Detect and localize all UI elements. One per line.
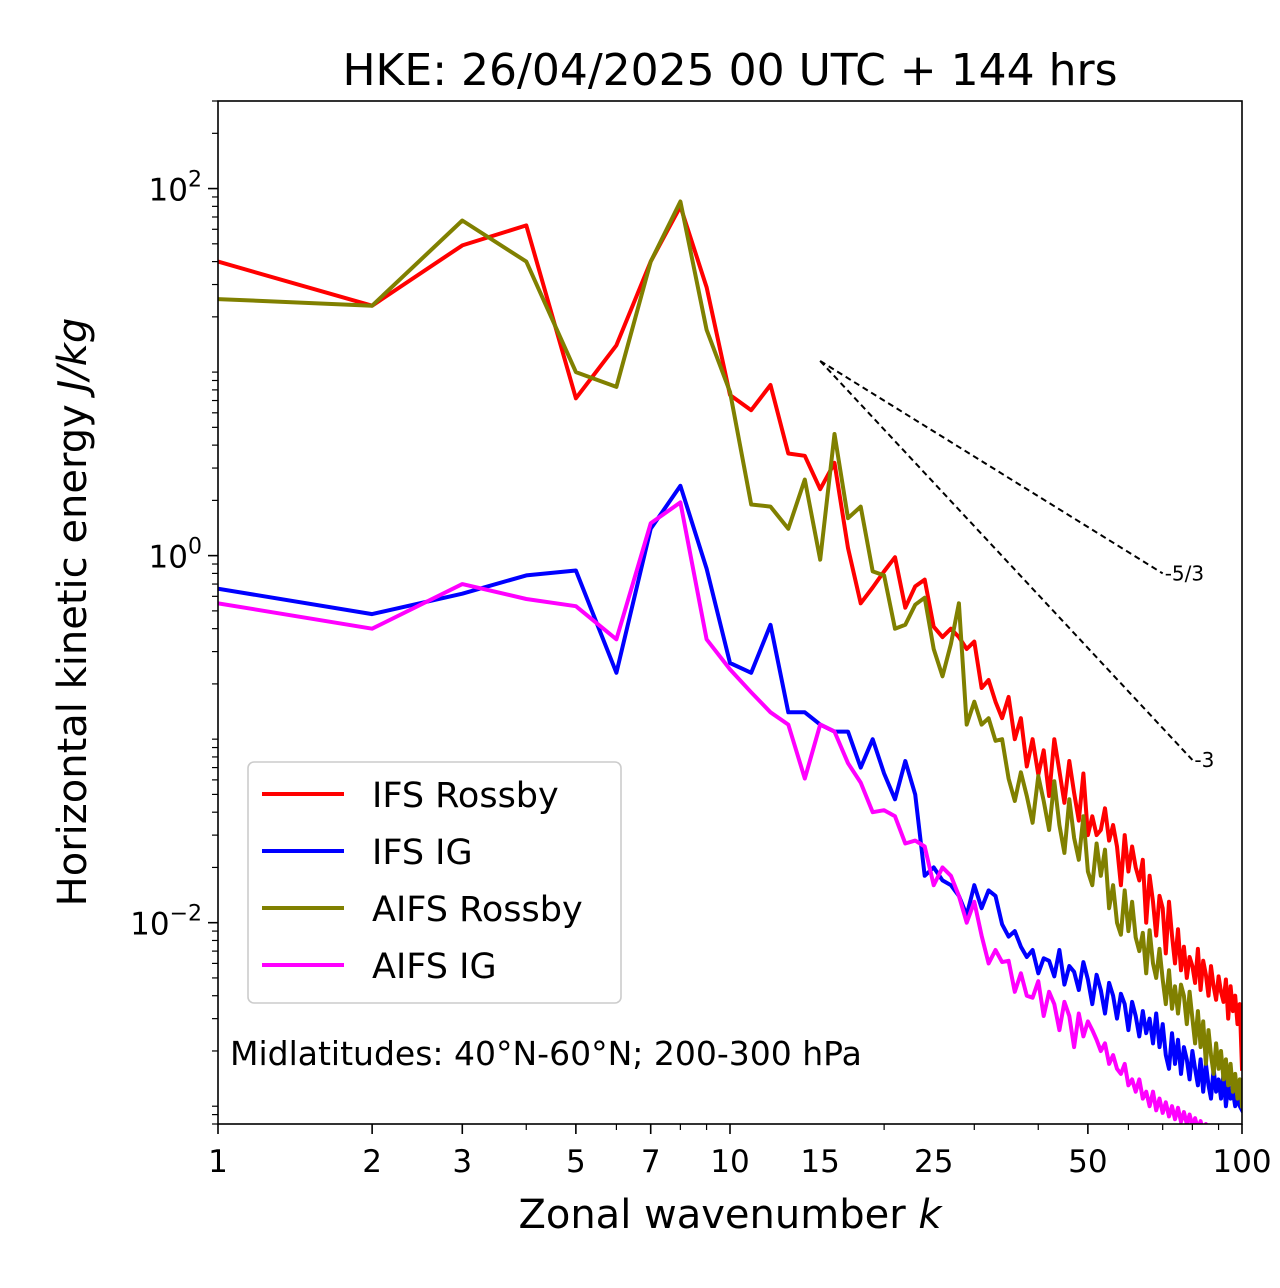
series-line-2 <box>218 483 1242 1114</box>
legend-box <box>247 761 622 1004</box>
y-axis-label-text: Horizontal kinetic energy <box>50 404 96 906</box>
x-tick-label: 7 <box>641 1144 661 1180</box>
region-annotation: Midlatitudes: 40°N-60°N; 200-300 hPa <box>230 1034 862 1073</box>
x-axis-label: Zonal wavenumber k <box>518 1192 943 1238</box>
y-tick-label: 100 <box>149 535 202 576</box>
legend-label-4: AIFS IG <box>372 947 497 987</box>
reference-slope-line-1 <box>819 360 1164 575</box>
x-tick-label: 5 <box>566 1144 586 1180</box>
x-axis-label-symbol: k <box>918 1192 943 1238</box>
x-tick-label: 10 <box>710 1144 749 1180</box>
x-tick-label: 2 <box>362 1144 382 1180</box>
series-line-3 <box>218 199 1242 1109</box>
x-tick-label: 25 <box>914 1144 953 1180</box>
y-tick-label: 10−2 <box>130 902 202 943</box>
legend: IFS Rossby IFS IG AIFS Rossby AIFS IG <box>247 761 622 1004</box>
legend-label-3: AIFS Rossby <box>372 890 583 930</box>
series-line-4 <box>218 500 1211 1124</box>
chart-title: HKE: 26/04/2025 00 UTC + 144 hrs <box>342 45 1117 96</box>
y-axis-label: Horizontal kinetic energy J/kg <box>50 318 96 907</box>
legend-entries: IFS Rossby IFS IG AIFS Rossby AIFS IG <box>262 776 583 987</box>
x-axis-ticks: 1 2 3 5 7 10 15 25 50 100 <box>208 1124 1272 1180</box>
x-tick-label: 1 <box>208 1144 228 1180</box>
y-tick-label: 102 <box>149 168 202 209</box>
legend-label-2: IFS IG <box>372 833 473 873</box>
series-line-1 <box>218 204 1242 1071</box>
reference-slope-line-2 <box>819 360 1194 761</box>
reference-slope-label-2: -3 <box>1194 748 1214 772</box>
x-tick-label: 3 <box>452 1144 472 1180</box>
x-tick-label: 50 <box>1068 1144 1107 1180</box>
y-axis-ticks: 10−2 100 102 <box>130 100 218 1125</box>
x-tick-label: 100 <box>1212 1144 1271 1180</box>
reference-slope-label-1: -5/3 <box>1165 561 1204 585</box>
series-layer <box>218 199 1242 1124</box>
reference-slopes: -5/3 -3 <box>819 360 1214 772</box>
x-axis-label-text: Zonal wavenumber <box>518 1192 906 1238</box>
y-axis-label-units: J/kg <box>50 318 96 399</box>
legend-label-1: IFS Rossby <box>372 776 559 816</box>
x-tick-label: 15 <box>800 1144 839 1180</box>
